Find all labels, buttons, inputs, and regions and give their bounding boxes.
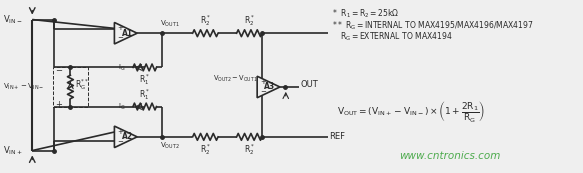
Text: $\mathsf{V_{OUT2}-V_{OUT1}}$: $\mathsf{V_{OUT2}-V_{OUT1}}$	[213, 74, 257, 84]
Text: $\mathsf{V_{OUT} = (V_{IN+} - V_{IN-}) \times \left(1 + \dfrac{2R_1}{R_G}\right): $\mathsf{V_{OUT} = (V_{IN+} - V_{IN-}) \…	[338, 99, 485, 124]
Text: −: −	[55, 66, 62, 75]
Text: A3: A3	[264, 83, 275, 92]
Text: −: −	[117, 139, 123, 145]
Text: $\mathsf{R_1^*}$: $\mathsf{R_1^*}$	[139, 72, 150, 87]
Text: $\mathsf{I_G}$: $\mathsf{I_G}$	[118, 101, 125, 112]
Text: OUT: OUT	[300, 80, 318, 89]
Polygon shape	[114, 22, 137, 44]
Text: $\mathsf{V_{IN-}}$: $\mathsf{V_{IN-}}$	[3, 13, 22, 26]
Text: −: −	[117, 35, 123, 41]
Text: −: −	[260, 89, 266, 95]
Text: +: +	[55, 100, 62, 109]
Text: $\mathsf{R_2^*}$: $\mathsf{R_2^*}$	[200, 13, 211, 28]
Bar	[53, 67, 88, 107]
Text: +: +	[260, 79, 266, 85]
Text: $\mathsf{*\ \ R_1 = R_2 = 25k\Omega}$: $\mathsf{*\ \ R_1 = R_2 = 25k\Omega}$	[332, 7, 399, 20]
Text: A1: A1	[121, 29, 133, 38]
Text: $\mathsf{V_{IN+}}$: $\mathsf{V_{IN+}}$	[3, 144, 22, 157]
Text: $\mathsf{R_G = EXTERNAL\ TO\ MAX4194}$: $\mathsf{R_G = EXTERNAL\ TO\ MAX4194}$	[340, 31, 453, 43]
Text: +: +	[117, 25, 123, 31]
Polygon shape	[257, 76, 280, 98]
Text: $\mathsf{V_{OUT2}}$: $\mathsf{V_{OUT2}}$	[160, 141, 180, 151]
Text: $\mathsf{R_1^*}$: $\mathsf{R_1^*}$	[139, 87, 150, 102]
Text: $\mathsf{R_2^*}$: $\mathsf{R_2^*}$	[244, 13, 255, 28]
Text: $\mathsf{R_2^*}$: $\mathsf{R_2^*}$	[200, 142, 211, 157]
Text: $\mathsf{R_G^{**}}$: $\mathsf{R_G^{**}}$	[75, 78, 89, 93]
Text: $\mathsf{R_2^*}$: $\mathsf{R_2^*}$	[244, 142, 255, 157]
Text: $\mathsf{V_{OUT1}}$: $\mathsf{V_{OUT1}}$	[160, 19, 180, 29]
Text: $\mathsf{I_G}$: $\mathsf{I_G}$	[118, 62, 125, 72]
Text: $\mathsf{V_{IN+}-V_{IN-}}$: $\mathsf{V_{IN+}-V_{IN-}}$	[3, 82, 44, 92]
Text: $\mathsf{**\ R_G = INTERNAL\ TO\ MAX4195/MAX4196/MAX4197}$: $\mathsf{**\ R_G = INTERNAL\ TO\ MAX4195…	[332, 19, 534, 32]
Text: REF: REF	[329, 132, 346, 141]
Polygon shape	[114, 126, 137, 148]
Text: +: +	[117, 129, 123, 135]
Text: www.cntronics.com: www.cntronics.com	[399, 151, 500, 161]
Text: A2: A2	[121, 132, 133, 141]
